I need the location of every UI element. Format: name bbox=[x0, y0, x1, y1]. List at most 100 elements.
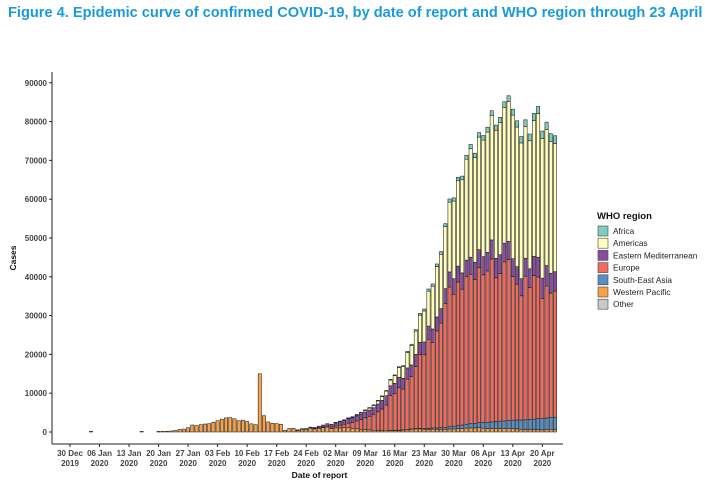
bar-segment-south-east-asia bbox=[506, 420, 511, 429]
x-tick-year: 2020 bbox=[120, 459, 138, 468]
bar-segment-south-east-asia bbox=[519, 419, 524, 430]
bar-segment-western-pacific bbox=[262, 415, 266, 433]
bar-segment-africa bbox=[531, 113, 536, 121]
x-tick-year: 2020 bbox=[179, 459, 197, 468]
bar-segment-africa bbox=[540, 130, 545, 139]
bar-segment-africa bbox=[481, 135, 486, 141]
bar-segment-western-pacific bbox=[422, 429, 427, 433]
bar-segment-europe bbox=[515, 283, 519, 421]
bar-segment-western-pacific bbox=[363, 429, 368, 433]
bar-segment-europe bbox=[363, 417, 368, 430]
bar-segment-eastern-mediterranean bbox=[422, 341, 427, 356]
bar-segment-africa bbox=[375, 400, 380, 402]
bar-segment-europe bbox=[519, 295, 524, 421]
bar-segment-western-pacific bbox=[544, 429, 549, 433]
bar-segment-eastern-mediterranean bbox=[388, 385, 393, 396]
bar-segment-europe bbox=[548, 292, 553, 418]
bar-segment-western-pacific bbox=[443, 429, 448, 433]
bar-segment-western-pacific bbox=[89, 431, 94, 433]
bar-segment-europe bbox=[384, 404, 389, 431]
bar-segment-western-pacific bbox=[321, 427, 325, 433]
bar-segment-western-pacific bbox=[215, 420, 220, 433]
bar-segment-americas bbox=[337, 420, 342, 422]
bar-segment-western-pacific bbox=[498, 428, 503, 433]
bar-segment-western-pacific bbox=[456, 428, 460, 433]
legend-label: Americas bbox=[613, 238, 648, 248]
legend-label: Eastern Mediterranean bbox=[613, 250, 698, 260]
bar-segment-americas bbox=[392, 375, 397, 384]
bar-segment-europe bbox=[388, 395, 393, 431]
x-tick-label: 24 Feb bbox=[294, 449, 319, 458]
bar-segment-africa bbox=[388, 379, 393, 381]
bar-segment-western-pacific bbox=[165, 430, 169, 433]
bar-segment-western-pacific bbox=[536, 429, 541, 433]
bar-segment-eastern-mediterranean bbox=[413, 354, 418, 367]
bar-segment-western-pacific bbox=[540, 429, 545, 433]
bar-segment-africa bbox=[548, 133, 553, 142]
bar-segment-eastern-mediterranean bbox=[363, 411, 368, 419]
bar-segment-western-pacific bbox=[207, 423, 212, 433]
bar-segment-south-east-asia bbox=[553, 416, 557, 430]
x-tick-label: 06 Jan bbox=[87, 449, 112, 458]
x-tick-label: 06 Apr bbox=[471, 449, 496, 458]
bar-segment-africa bbox=[477, 132, 482, 138]
bar-segment-europe bbox=[434, 330, 439, 429]
bar-segment-europe bbox=[553, 290, 557, 418]
bar-segment-eastern-mediterranean bbox=[397, 376, 401, 388]
bar-segment-western-pacific bbox=[232, 418, 237, 433]
bar-segment-americas bbox=[460, 179, 465, 274]
bar-segment-africa bbox=[472, 152, 477, 158]
bar-segment-western-pacific bbox=[190, 424, 195, 433]
bar-segment-americas bbox=[434, 266, 439, 318]
bar-segment-western-pacific bbox=[519, 429, 524, 433]
bar-segment-europe bbox=[489, 258, 494, 423]
bar-segment-africa bbox=[367, 407, 372, 409]
legend-swatch-americas bbox=[597, 237, 609, 249]
bar-segment-western-pacific bbox=[287, 428, 292, 433]
bar-segment-americas bbox=[409, 345, 414, 366]
x-tick-label: 27 Jan bbox=[176, 449, 201, 458]
bar-segment-europe bbox=[439, 322, 444, 429]
bar-segment-eastern-mediterranean bbox=[304, 428, 309, 430]
bar-segment-western-pacific bbox=[257, 373, 262, 433]
bar-segment-europe bbox=[447, 286, 452, 428]
bar-segment-western-pacific bbox=[405, 429, 410, 433]
bar-segment-eastern-mediterranean bbox=[447, 271, 452, 288]
x-tick-year: 2020 bbox=[91, 459, 109, 468]
bar-segment-africa bbox=[384, 390, 389, 392]
bar-segment-africa bbox=[468, 144, 473, 149]
bar-segment-western-pacific bbox=[367, 429, 372, 433]
bar-segment-africa bbox=[506, 95, 511, 102]
bar-segment-western-pacific bbox=[240, 419, 245, 433]
bar-segment-europe bbox=[464, 276, 469, 425]
figure-title: Figure 4. Epidemic curve of confirmed CO… bbox=[8, 5, 705, 21]
bar-segment-eastern-mediterranean bbox=[553, 271, 557, 292]
bar-segment-europe bbox=[544, 285, 549, 419]
bar-segment-eastern-mediterranean bbox=[359, 413, 363, 420]
bar-segment-europe bbox=[413, 366, 418, 429]
x-tick-year: 2020 bbox=[327, 459, 345, 468]
bar-segment-europe bbox=[401, 388, 406, 431]
bar-segment-western-pacific bbox=[418, 428, 422, 433]
x-tick-year: 2020 bbox=[297, 459, 315, 468]
bar-segment-eastern-mediterranean bbox=[434, 316, 439, 332]
bar-segment-africa bbox=[363, 409, 368, 411]
bar-segment-south-east-asia bbox=[523, 419, 528, 430]
bar-segment-africa bbox=[451, 197, 456, 202]
bar-segment-western-pacific bbox=[312, 428, 317, 433]
bar-segment-western-pacific bbox=[531, 429, 536, 433]
bar-segment-europe bbox=[468, 273, 473, 424]
bar-segment-eastern-mediterranean bbox=[489, 239, 494, 260]
bar-segment-eastern-mediterranean bbox=[354, 415, 359, 422]
bar-segment-americas bbox=[519, 142, 524, 279]
bar-segment-africa bbox=[397, 366, 401, 368]
bar-segment-western-pacific bbox=[481, 427, 486, 433]
bar-segment-western-pacific bbox=[460, 428, 465, 433]
legend-title: WHO region bbox=[597, 211, 652, 222]
bar-segment-eastern-mediterranean bbox=[337, 421, 342, 426]
bar-segment-eastern-mediterranean bbox=[430, 328, 435, 343]
bar-segment-africa bbox=[553, 135, 557, 144]
x-tick-label: 17 Feb bbox=[264, 449, 289, 458]
bar-segment-americas bbox=[401, 366, 406, 379]
bar-segment-africa bbox=[456, 176, 460, 182]
